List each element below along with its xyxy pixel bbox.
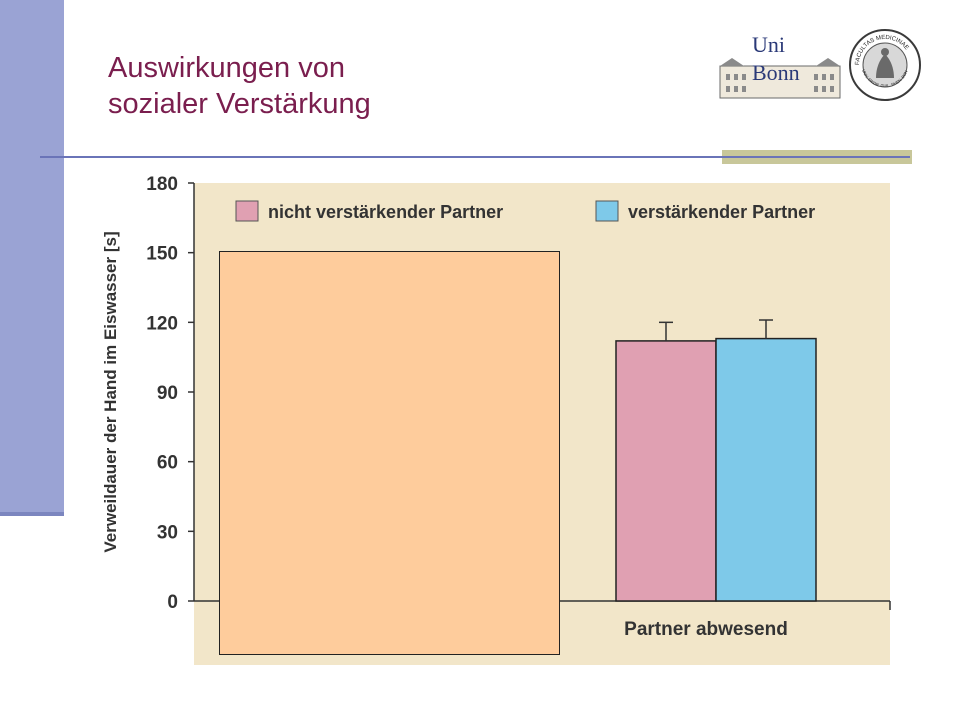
y-tick-label: 150 <box>146 244 178 265</box>
faculty-seal-logo: FACULTAS MEDICINAE UNIV. FRIDR. GUIL. RH… <box>848 28 921 101</box>
legend-label-2: verstärkender Partner <box>628 202 815 222</box>
category-label-2: Partner abwesend <box>624 619 788 640</box>
header-divider <box>40 156 910 158</box>
legend-swatch-1 <box>235 200 259 222</box>
bar-1-cat-2 <box>615 340 717 602</box>
y-tick-label: 0 <box>167 592 178 613</box>
y-axis-label: Verweildauer der Hand im Eiswasser [s] <box>101 231 120 552</box>
y-tick-label: 90 <box>157 383 178 404</box>
sidebar-accent-bar <box>0 0 64 516</box>
slide-title: Auswirkungen von sozialer Verstärkung <box>108 50 371 122</box>
y-tick-label: 180 <box>146 174 178 195</box>
y-tick-label: 30 <box>157 522 178 543</box>
legend-label-1: nicht verstärkender Partner <box>268 202 503 222</box>
title-line-1: Auswirkungen von <box>108 52 345 84</box>
legend-swatch-2 <box>595 200 619 222</box>
title-line-2: sozialer Verstärkung <box>108 88 371 120</box>
uni-bonn-logo: Uni Bonn <box>719 32 841 99</box>
y-tick-label: 120 <box>146 313 178 334</box>
y-tick-label: 60 <box>157 453 178 474</box>
bar-2-cat-2 <box>715 337 817 602</box>
content-cover-box <box>219 251 560 655</box>
logo-text-bonn: Bonn <box>752 60 800 85</box>
logo-text-uni: Uni <box>752 32 785 57</box>
